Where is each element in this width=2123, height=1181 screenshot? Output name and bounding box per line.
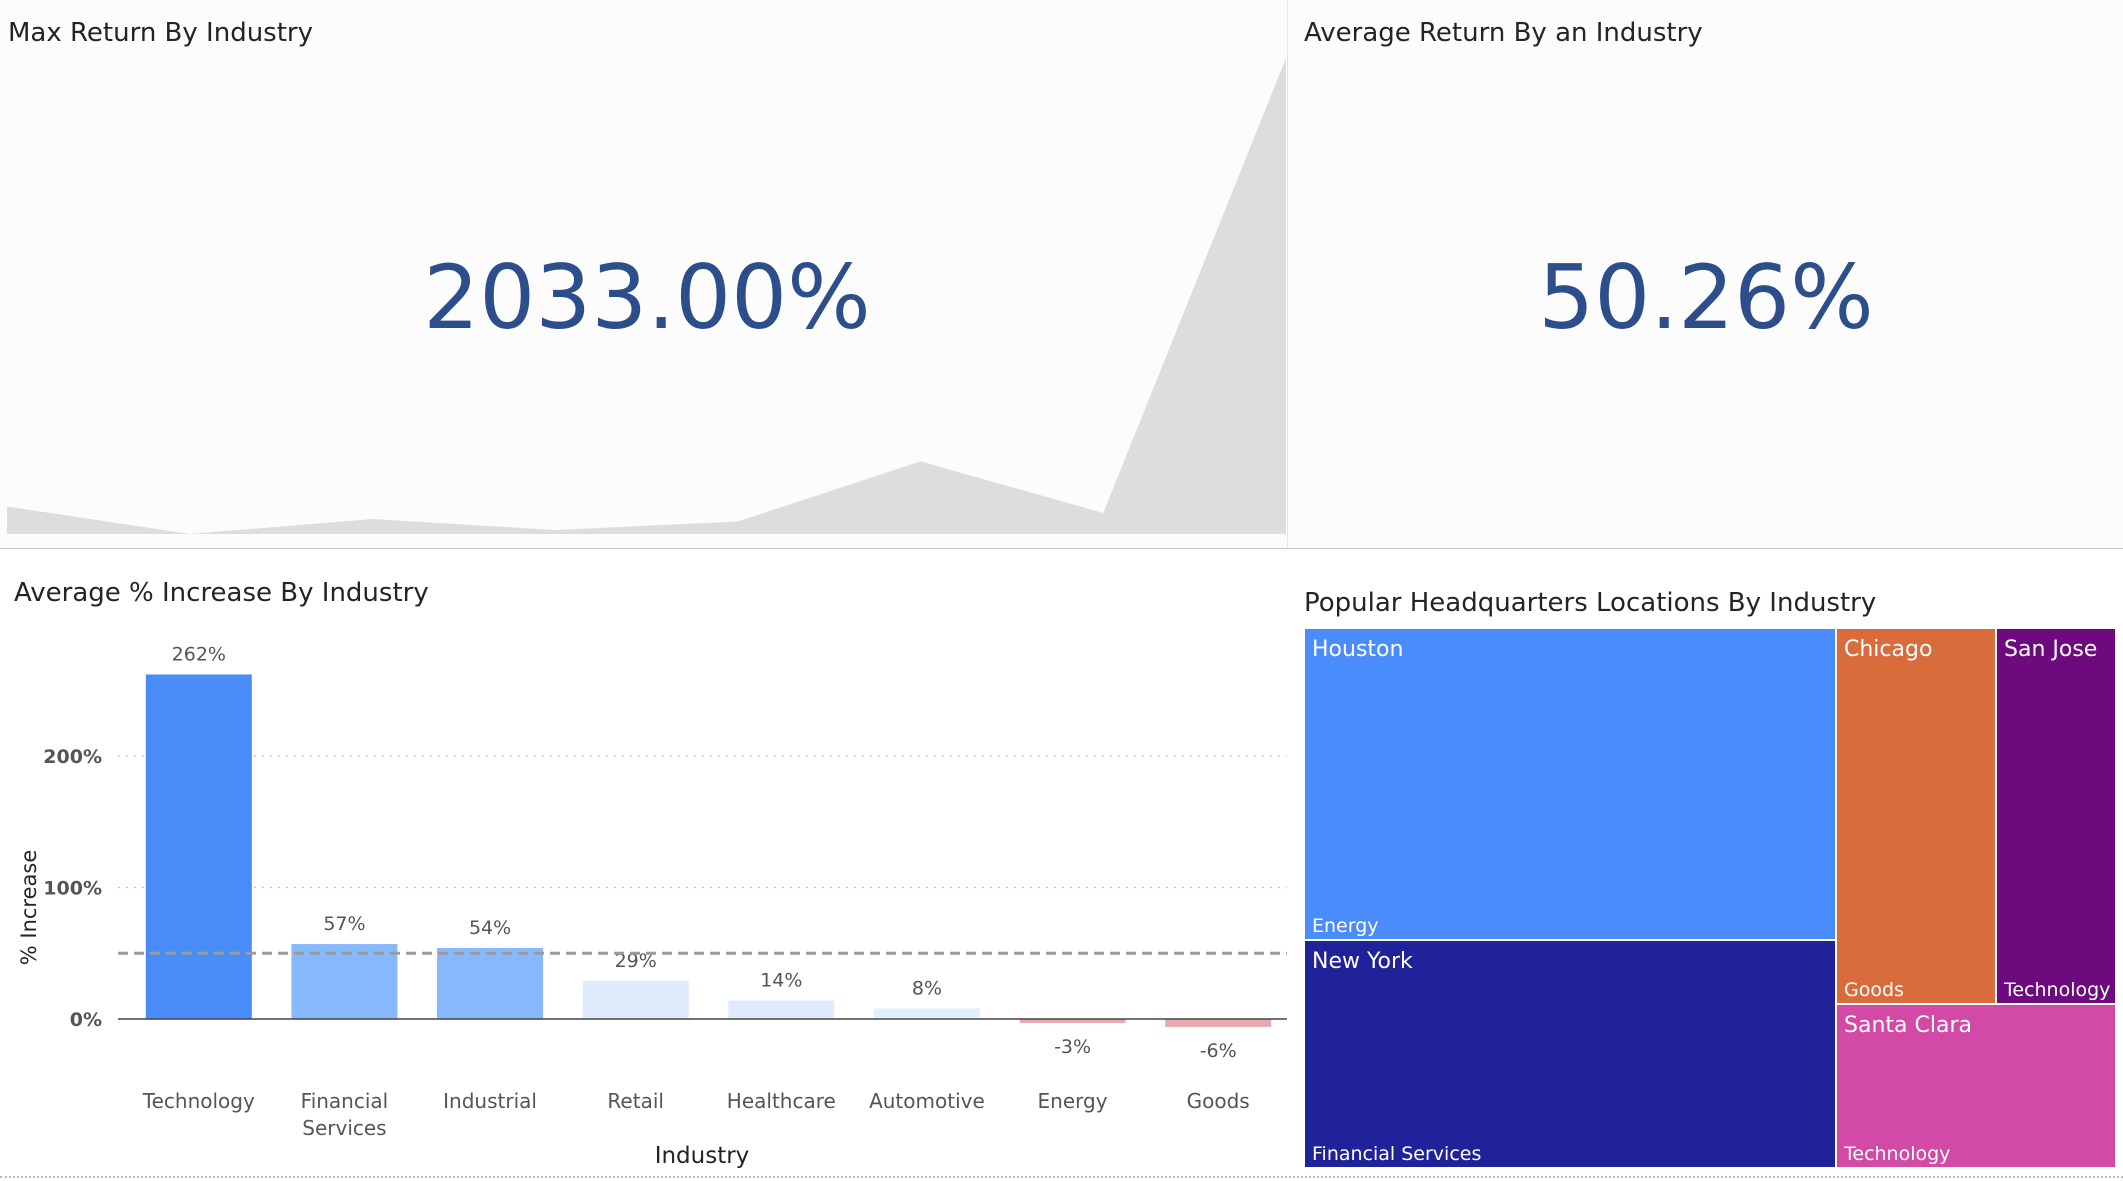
x-tick-label: Industrial (443, 1089, 537, 1113)
bar[interactable] (1019, 1019, 1126, 1023)
tile-santa-clara-city: Santa Clara (1844, 1013, 1972, 1038)
treemap[interactable]: Houston Energy New York Financial Servic… (1304, 628, 2116, 1168)
sparkline-area (7, 58, 1286, 534)
tile-chicago-city: Chicago (1844, 637, 1933, 662)
bar[interactable] (873, 1008, 980, 1019)
tile-san-jose-city: San Jose (2004, 637, 2098, 662)
x-axis-title: Industry (655, 1143, 750, 1169)
x-tick-label: Automotive (869, 1089, 985, 1113)
x-tick-label: Technology (142, 1089, 255, 1113)
tile-houston-city: Houston (1312, 637, 1404, 662)
bar[interactable] (582, 980, 689, 1019)
bar[interactable] (291, 944, 398, 1019)
max-return-card[interactable] (0, 0, 1287, 548)
bar[interactable] (145, 674, 252, 1019)
data-label: 29% (615, 950, 657, 972)
data-label: -6% (1200, 1040, 1237, 1062)
x-tick-label: Energy (1038, 1089, 1108, 1113)
x-tick-label: Healthcare (727, 1089, 836, 1113)
average-return-card[interactable] (1287, 0, 2123, 548)
bottom-divider (0, 1176, 2123, 1178)
x-tick-label: Retail (607, 1089, 664, 1113)
kpi-divider (0, 548, 2123, 549)
tile-chicago[interactable]: Chicago Goods (1836, 628, 1996, 1004)
data-label: 54% (469, 917, 511, 939)
y-tick-label: 200% (43, 746, 102, 768)
x-tick-label: Financial Services (301, 1089, 389, 1140)
x-tick-label: Goods (1187, 1089, 1250, 1113)
average-return-value: 50.26% (1538, 246, 1874, 349)
y-tick-label: 0% (70, 1009, 102, 1031)
y-axis-title: % Increase (17, 850, 41, 966)
treemap-title: Popular Headquarters Locations By Indust… (1304, 588, 1877, 618)
data-label: 8% (912, 977, 942, 999)
tile-houston-industry: Energy (1312, 915, 1379, 937)
bar[interactable] (728, 1000, 835, 1019)
tile-chicago-industry: Goods (1844, 979, 1904, 1001)
data-label: 262% (172, 643, 226, 665)
max-return-value: 2033.00% (423, 246, 871, 349)
data-label: 57% (323, 913, 365, 935)
tile-san-jose[interactable]: San Jose Technology (1996, 628, 2116, 1004)
tile-santa-clara[interactable]: Santa Clara Technology (1836, 1004, 2116, 1168)
data-label: -3% (1054, 1036, 1091, 1058)
tile-new-york[interactable]: New York Financial Services (1304, 940, 1836, 1168)
bar-chart-title: Average % Increase By Industry (14, 578, 429, 608)
tile-houston[interactable]: Houston Energy (1304, 628, 1836, 940)
max-return-title: Max Return By Industry (8, 18, 313, 48)
average-return-title: Average Return By an Industry (1304, 18, 1703, 48)
tile-new-york-city: New York (1312, 949, 1413, 974)
bar[interactable] (1165, 1019, 1272, 1027)
bar-chart[interactable]: 0% 100% 200% % Increase 262% Technology 57% Fin… (0, 610, 1290, 1181)
tile-santa-clara-industry: Technology (1844, 1143, 1951, 1165)
tile-new-york-industry: Financial Services (1312, 1143, 1482, 1165)
max-return-sparkline (7, 58, 1286, 534)
data-label: 14% (760, 970, 802, 992)
y-tick-label: 100% (43, 878, 102, 900)
tile-san-jose-industry: Technology (2004, 979, 2111, 1001)
bar[interactable] (437, 947, 544, 1019)
